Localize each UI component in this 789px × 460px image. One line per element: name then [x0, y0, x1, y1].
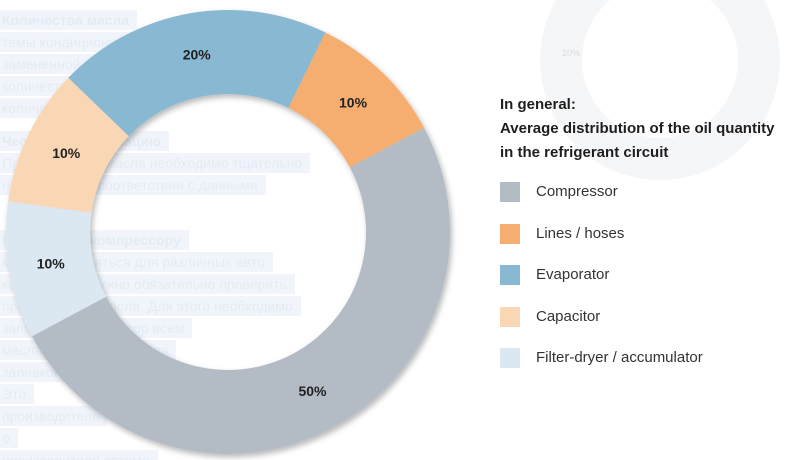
slice-percent-label: 20% — [183, 47, 212, 63]
legend-swatch — [500, 265, 520, 285]
background-text-line: Это — [0, 384, 35, 404]
slice-percent-label: 10% — [37, 255, 66, 271]
legend-label: Filter-dryer / accumulator — [536, 349, 703, 366]
donut-slice-compressor — [31, 127, 450, 454]
background-text-line: о — [0, 428, 18, 448]
background-text-line: производителя — [0, 406, 108, 426]
donut-chart: 50% 10% 10% 20% 10% — [5, 10, 450, 454]
donut-slice-lines-hoses — [288, 32, 425, 168]
legend-label: Lines / hoses — [536, 224, 625, 242]
legend-title: In general: Average distribution of the … — [500, 93, 789, 165]
slice-percent-label: 50% — [298, 383, 327, 399]
legend-label: Capacitor — [536, 307, 601, 325]
legend-swatch — [500, 306, 520, 327]
legend-swatch — [500, 182, 520, 202]
legend-title-line-1: In general: — [500, 96, 576, 113]
legend-swatch — [500, 223, 520, 244]
legend-label: Evaporator — [536, 266, 610, 283]
legend-label: Compressor — [536, 183, 618, 200]
donut-slice-capacitor — [8, 77, 129, 213]
legend-swatch — [500, 348, 520, 368]
background-text-line: производителя автомо — [0, 450, 158, 460]
background-text-line: Количества масла — [0, 10, 138, 30]
legend-title-line-3: in the refrigerant circuit — [500, 144, 669, 161]
background-ghost-label: 20% — [562, 48, 581, 58]
slice-percent-label: 10% — [339, 95, 368, 111]
legend-title-line-2: Average distribution of the oil quantity — [500, 120, 775, 137]
donut-slice-filter-dryer-accumulator — [5, 201, 107, 337]
slice-percent-label: 10% — [52, 145, 81, 161]
donut-slice-evaporator — [68, 10, 326, 137]
